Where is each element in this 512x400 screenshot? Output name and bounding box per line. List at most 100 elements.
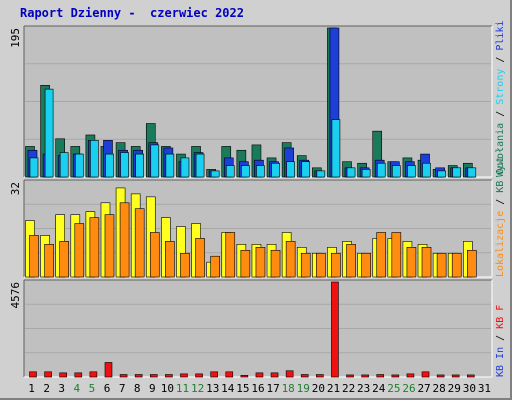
x-tick-label: 14 [221, 382, 235, 395]
bar-kb-f [316, 374, 324, 378]
bar-kb-f [391, 374, 400, 378]
legend-kbytes: KB In / KB F [495, 305, 506, 377]
bar-kb-out [451, 252, 462, 278]
x-tick-label: 6 [104, 382, 111, 395]
bar-kb-f [436, 374, 445, 378]
bar-kb-f [225, 371, 234, 378]
legend-entry: KB In [495, 347, 506, 377]
bar-hits-files [256, 165, 265, 178]
x-tick-label: 4 [74, 382, 81, 395]
bar-kb-out [361, 252, 371, 278]
x-tick-label: 29 [448, 382, 461, 395]
bar-hits-files [361, 169, 371, 178]
bar-kb-f [180, 373, 188, 378]
bar-kb-f [119, 374, 128, 378]
bar-kb-out [195, 238, 205, 278]
bar-kb-out [29, 235, 39, 278]
bar-hits-files [180, 157, 190, 178]
bar-hits-files [59, 152, 69, 178]
bar-kb-f [59, 372, 67, 378]
bar-kb-f [467, 374, 475, 378]
bar-hits-files [286, 161, 295, 178]
bar-kb-out [436, 252, 447, 278]
bar-kb-out [59, 241, 69, 278]
legend-sites: Lokalizacje / KB Out [495, 157, 506, 277]
x-tick-label: 16 [251, 382, 264, 395]
legend-entry: Strony [495, 69, 506, 105]
bar-kb-f [44, 371, 52, 378]
bar-kb-f [270, 372, 279, 378]
bar-hits-files [241, 165, 250, 178]
bar-kb-out [240, 249, 251, 278]
bar-kb-f [331, 281, 339, 378]
bar-kb-f [451, 374, 460, 378]
bar-kb-f [255, 372, 264, 378]
bar-kb-out [331, 252, 341, 278]
legend-entry: KB F [495, 305, 506, 329]
x-tick-label: 3 [58, 382, 65, 395]
x-tick-label: 8 [134, 382, 141, 395]
bar-kb-f [346, 374, 354, 378]
x-tick-label: 19 [297, 382, 310, 395]
x-tick-label: 15 [236, 382, 249, 395]
page-title: Raport Dzienny - czerwiec 2022 [20, 6, 244, 20]
x-tick-label: 27 [417, 382, 430, 395]
bar-hits-files [210, 170, 220, 178]
bar-kb-f [134, 374, 143, 378]
bar-kb-f [89, 371, 98, 378]
x-tick-label: 10 [161, 382, 174, 395]
x-tick-label: 23 [357, 382, 370, 395]
bar-hits-files [301, 161, 311, 178]
x-tick-label: 26 [402, 382, 415, 395]
legend-hits: Wywołania / Strony / Pliki [495, 20, 506, 177]
x-tick-label: 12 [191, 382, 204, 395]
bar-kb-f [421, 371, 430, 378]
bar-kb-out [316, 252, 326, 278]
bar-hits-files [452, 167, 462, 178]
bar-kb-f [240, 375, 249, 378]
bar-hits-files [467, 167, 477, 178]
bar-hits-files [331, 119, 341, 178]
bar-kb-out [149, 232, 160, 278]
bar-kb-out [210, 255, 220, 278]
bar-hits-files [422, 162, 431, 178]
bar-hits-files [437, 170, 446, 178]
bar-kb-out [376, 232, 387, 278]
legend-entry: Pliki [495, 20, 506, 50]
bar-hits-files [271, 162, 280, 178]
bar-kb-f [74, 372, 83, 378]
legend-entry: Lokalizacje [495, 211, 506, 277]
x-tick-label: 2 [43, 382, 50, 395]
bar-kb-out [225, 232, 236, 278]
bar-hits-files [195, 153, 205, 178]
bar-kb-out [467, 249, 477, 278]
bar-kb-f [300, 374, 309, 378]
bar-kb-out [300, 252, 311, 278]
x-tick-label: 13 [206, 382, 219, 395]
bar-kb-out [44, 244, 54, 278]
x-tick-label: 11 [176, 382, 189, 395]
bar-kb-f [195, 373, 203, 378]
legend-entry: KB Out [495, 157, 506, 193]
x-tick-label: 21 [327, 382, 340, 395]
x-tick-label: 24 [372, 382, 386, 395]
x-tick-label: 1 [28, 382, 35, 395]
x-tick-label: 28 [433, 382, 446, 395]
bar-kb-f [165, 374, 173, 378]
bar-kb-out [421, 247, 432, 278]
x-tick-label: 25 [387, 382, 400, 395]
bar-kb-f [406, 373, 415, 378]
bar-kb-f [29, 371, 37, 378]
bar-kb-out [134, 208, 145, 278]
bar-kb-out [104, 214, 115, 278]
bar-kb-out [346, 244, 356, 278]
bar-kb-f [149, 374, 158, 378]
x-tick-label: 22 [342, 382, 355, 395]
bar-kb-out [270, 249, 281, 278]
bar-kb-out [255, 247, 266, 278]
legend-entry: Wywołania [495, 123, 506, 177]
bar-kb-f [285, 370, 294, 378]
bar-kb-out [165, 241, 175, 278]
y-max-label-sites: 32 [9, 182, 22, 195]
